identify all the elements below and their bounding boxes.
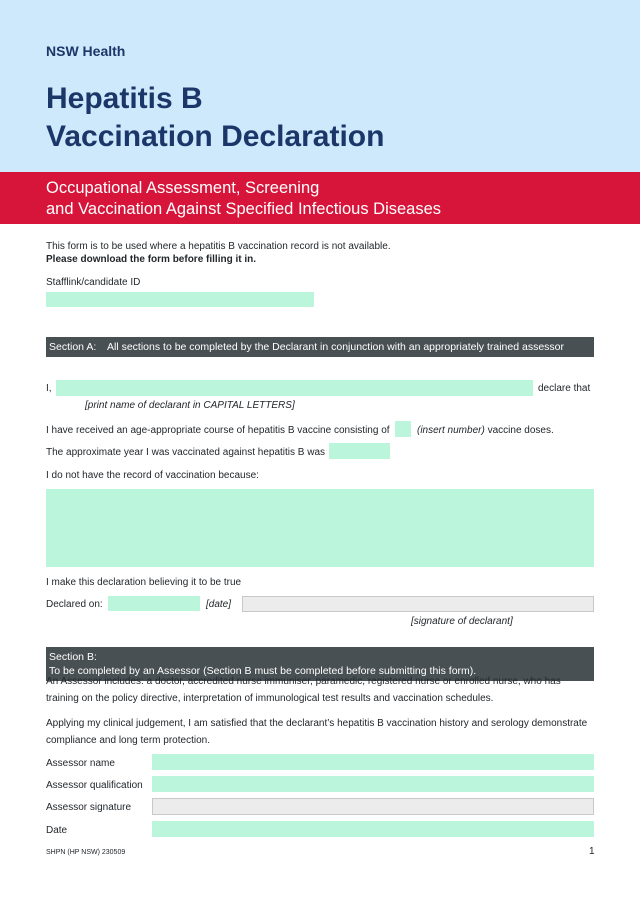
declarant-signature-field[interactable] bbox=[242, 596, 594, 612]
doses-input[interactable] bbox=[395, 421, 411, 437]
declarant-name-input[interactable] bbox=[56, 380, 533, 396]
assessor-name-input[interactable] bbox=[152, 754, 594, 770]
course-text: I have received an age-appropriate cours… bbox=[46, 425, 390, 436]
section-label: Section B: bbox=[49, 651, 97, 663]
declared-date-input[interactable] bbox=[108, 596, 200, 611]
assessor-qualification-input[interactable] bbox=[152, 776, 594, 792]
signature-hint: [signature of declarant] bbox=[411, 616, 513, 627]
year-input[interactable] bbox=[329, 443, 390, 459]
id-input[interactable] bbox=[46, 292, 314, 307]
assessor-date-input[interactable] bbox=[152, 821, 594, 837]
subtitle-line: and Vaccination Against Specified Infect… bbox=[46, 200, 442, 218]
judgement-text: Applying my clinical judgement, I am sat… bbox=[46, 718, 588, 746]
header-banner bbox=[0, 0, 640, 172]
section-label: Section A: bbox=[49, 341, 97, 353]
assessor-name-label: Assessor name bbox=[46, 758, 115, 769]
section-a-header: Section A: All sections to be completed b… bbox=[46, 337, 594, 357]
section-text: To be completed by an Assessor (Section … bbox=[49, 665, 477, 677]
assessor-qualification-label: Assessor qualification bbox=[46, 780, 143, 791]
no-record-text: I do not have the record of vaccination … bbox=[46, 470, 259, 481]
subtitle: Occupational Assessment, Screening and Va… bbox=[46, 178, 441, 220]
intro-text: This form is to be used where a hepatiti… bbox=[46, 241, 391, 252]
i-prefix: I, bbox=[46, 383, 52, 394]
belief-text: I make this declaration believing it to … bbox=[46, 577, 242, 588]
reason-textarea[interactable] bbox=[46, 489, 594, 567]
year-text: The approximate year I was vaccinated ag… bbox=[46, 447, 326, 458]
insert-number-hint: (insert number) bbox=[417, 425, 485, 436]
vaccine-doses: vaccine doses. bbox=[487, 425, 554, 436]
assessor-signature-field[interactable] bbox=[152, 798, 594, 815]
page-number: 1 bbox=[589, 846, 595, 857]
intro-note: Please download the form before filling … bbox=[46, 254, 257, 265]
title-line: Vaccination Declaration bbox=[46, 120, 385, 153]
name-hint: [print name of declarant in CAPITAL LETT… bbox=[85, 400, 295, 411]
declared-on-label: Declared on: bbox=[46, 599, 103, 610]
org-name: NSW Health bbox=[46, 43, 126, 59]
section-b-header: Section B: To be completed by an Assessor… bbox=[46, 647, 594, 681]
date-hint: [date] bbox=[206, 599, 232, 610]
section-text: All sections to be completed by the Decl… bbox=[107, 341, 565, 353]
assessor-signature-label: Assessor signature bbox=[46, 802, 132, 813]
id-label: Stafflink/candidate ID bbox=[46, 277, 141, 288]
footer-code: SHPN (HP NSW) 230509 bbox=[46, 849, 126, 856]
doses-text: (insert number) vaccine doses. bbox=[417, 424, 554, 438]
date-label: Date bbox=[46, 825, 68, 836]
page-title: Hepatitis B Vaccination Declaration bbox=[46, 80, 384, 156]
subtitle-line: Occupational Assessment, Screening bbox=[46, 179, 320, 197]
subtitle-band bbox=[0, 172, 640, 224]
title-line: Hepatitis B bbox=[46, 82, 203, 115]
declare-that: declare that bbox=[538, 383, 591, 394]
assessor-info: An Assessor includes: a doctor, accredit… bbox=[46, 676, 561, 704]
